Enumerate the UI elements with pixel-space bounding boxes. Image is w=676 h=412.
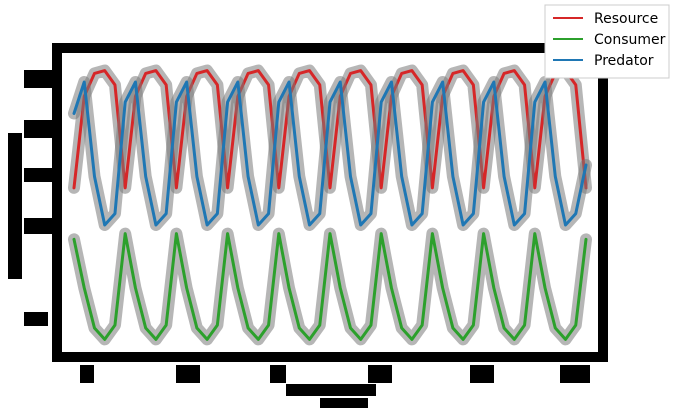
series-line-1 xyxy=(72,232,588,341)
bottom-tick-artifact-1 xyxy=(80,365,94,383)
left-tick-artifact-2 xyxy=(24,120,58,138)
bottom-tick-artifact-4 xyxy=(368,365,392,383)
series-layer xyxy=(68,64,592,346)
bottom-tick-artifact-2 xyxy=(176,365,200,383)
bottom-label-artifact-2 xyxy=(320,398,368,408)
series-line-2 xyxy=(72,80,588,227)
plot-frame xyxy=(52,43,608,362)
left-tick-artifact-3 xyxy=(24,168,58,182)
legend-label-resource: Resource xyxy=(594,11,658,27)
series-line-0 xyxy=(72,69,588,190)
left-tick-artifact-5 xyxy=(24,312,48,326)
bottom-label-artifact xyxy=(286,384,376,396)
legend-label-predator: Predator xyxy=(594,53,654,69)
bottom-tick-artifact-5 xyxy=(470,365,494,383)
legend: Resource Consumer Predator xyxy=(544,4,670,79)
legend-label-consumer: Consumer xyxy=(594,32,666,48)
left-tick-artifact-1 xyxy=(24,70,58,88)
left-axis-artifact xyxy=(8,133,22,279)
bottom-tick-artifact-6 xyxy=(560,365,590,383)
bottom-tick-artifact-3 xyxy=(270,365,286,383)
left-tick-artifact-4 xyxy=(24,218,58,234)
